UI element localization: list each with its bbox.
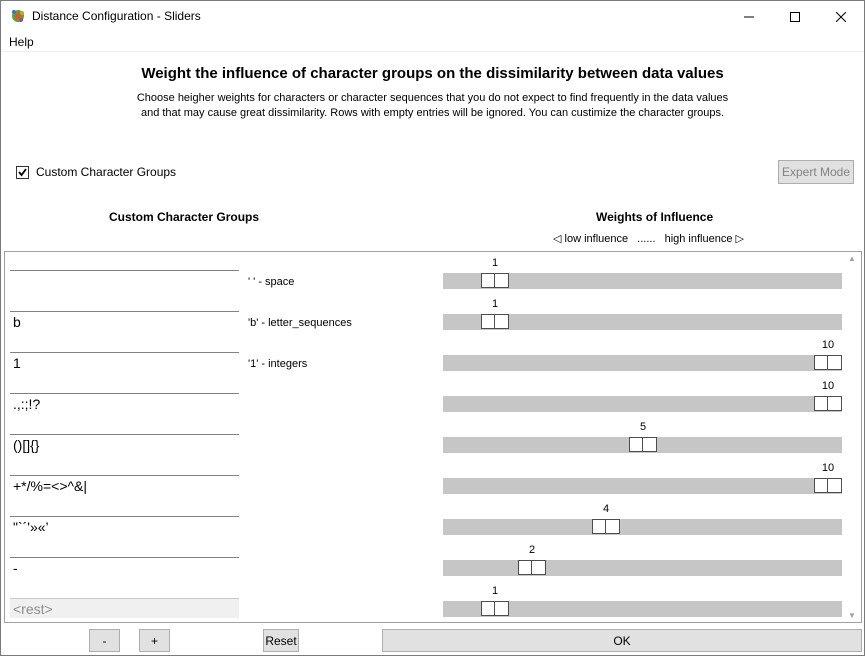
group-row: -2 bbox=[5, 544, 861, 588]
reset-button[interactable]: Reset bbox=[263, 629, 299, 652]
group-chars-input[interactable]: ()[]{} bbox=[10, 434, 239, 454]
slider-thumb[interactable] bbox=[518, 560, 546, 575]
weight-slider[interactable] bbox=[443, 478, 842, 494]
group-chars-input[interactable]: "`´'»«’ bbox=[10, 516, 239, 536]
title-bar: Distance Configuration - Sliders bbox=[1, 1, 864, 32]
custom-groups-checkbox[interactable] bbox=[16, 165, 29, 179]
group-chars-input[interactable] bbox=[10, 270, 239, 290]
slider-thumb[interactable] bbox=[481, 314, 509, 329]
weight-value: 2 bbox=[528, 544, 536, 556]
group-chars-input[interactable]: +*/%=<>^&| bbox=[10, 475, 239, 495]
scroll-down-icon[interactable]: ▼ bbox=[848, 611, 856, 620]
weight-value: 4 bbox=[602, 503, 610, 515]
groups-panel: ' ' - space 1 b 'b' - letter_sequences 1 1 '1'… bbox=[4, 251, 862, 623]
description: Choose heigher weights for characters or… bbox=[1, 91, 864, 121]
slider-thumb[interactable] bbox=[481, 601, 509, 616]
maximize-icon bbox=[790, 11, 800, 22]
weight-slider[interactable] bbox=[443, 396, 842, 412]
group-row: +*/%=<>^&| 10 bbox=[5, 462, 861, 506]
vertical-scrollbar[interactable]: ▲ ▼ bbox=[845, 252, 861, 622]
weight-slider[interactable] bbox=[443, 560, 842, 576]
high-influence-label: high influence ▷ bbox=[664, 233, 744, 245]
column-header-weights: Weights of Influence bbox=[596, 210, 714, 224]
low-influence-label: ◁ low influence bbox=[553, 233, 629, 245]
minimize-button[interactable] bbox=[726, 1, 772, 32]
page-heading: Weight the influence of character groups… bbox=[141, 65, 724, 82]
group-label: ' ' - space bbox=[248, 276, 295, 288]
ok-button[interactable]: OK bbox=[382, 629, 862, 652]
group-chars-input[interactable]: 1 bbox=[10, 352, 239, 372]
weight-slider[interactable] bbox=[443, 273, 842, 289]
scroll-up-icon[interactable]: ▲ bbox=[848, 254, 856, 263]
weight-slider[interactable] bbox=[443, 437, 842, 453]
maximize-button[interactable] bbox=[772, 1, 818, 32]
column-header-groups: Custom Character Groups bbox=[109, 210, 260, 224]
weight-value: 10 bbox=[821, 462, 835, 474]
checkmark-icon bbox=[18, 167, 27, 176]
close-button[interactable] bbox=[818, 1, 864, 32]
description-line-2: and that may cause great dissimilarity. … bbox=[140, 107, 725, 119]
group-chars-input[interactable]: .,:;!? bbox=[10, 393, 239, 413]
slider-thumb[interactable] bbox=[481, 273, 509, 288]
weight-value: 10 bbox=[821, 339, 835, 351]
custom-groups-checkbox-row[interactable]: Custom Character Groups bbox=[16, 165, 176, 179]
slider-thumb[interactable] bbox=[814, 396, 842, 411]
weight-slider[interactable] bbox=[443, 519, 842, 535]
weight-slider[interactable] bbox=[443, 601, 842, 617]
weight-slider[interactable] bbox=[443, 355, 842, 371]
slider-thumb[interactable] bbox=[592, 519, 620, 534]
group-row: ' ' - space 1 bbox=[5, 257, 861, 301]
weight-value: 5 bbox=[639, 421, 647, 433]
weight-value: 1 bbox=[491, 298, 499, 310]
group-row: <rest> 1 bbox=[5, 585, 861, 622]
group-row: ()[]{} 5 bbox=[5, 421, 861, 465]
expert-mode-button[interactable]: Expert Mode bbox=[778, 160, 854, 184]
minimize-icon bbox=[744, 16, 754, 17]
weight-value: 1 bbox=[491, 585, 499, 597]
menu-bar: Help bbox=[1, 32, 864, 52]
menu-help[interactable]: Help bbox=[9, 35, 34, 49]
description-line-1: Choose heigher weights for characters or… bbox=[136, 92, 729, 104]
group-row: b 'b' - letter_sequences 1 bbox=[5, 298, 861, 342]
group-row: "`´'»«’ 4 bbox=[5, 503, 861, 547]
group-label: '1' - integers bbox=[248, 358, 308, 370]
group-label: 'b' - letter_sequences bbox=[248, 317, 352, 329]
slider-thumb[interactable] bbox=[629, 437, 657, 452]
slider-thumb[interactable] bbox=[814, 478, 842, 493]
custom-groups-label: Custom Character Groups bbox=[36, 165, 177, 179]
remove-row-button[interactable]: - bbox=[89, 629, 120, 652]
group-row: 1 '1' - integers 10 bbox=[5, 339, 861, 383]
close-icon bbox=[836, 11, 846, 22]
weight-slider[interactable] bbox=[443, 314, 842, 330]
slider-thumb[interactable] bbox=[814, 355, 842, 370]
group-chars-input[interactable]: b bbox=[10, 311, 239, 331]
influence-dots: ...... bbox=[637, 233, 656, 245]
window-title: Distance Configuration - Sliders bbox=[32, 9, 201, 23]
group-chars-input[interactable]: - bbox=[10, 557, 239, 577]
weight-value: 10 bbox=[821, 380, 835, 392]
weight-value: 1 bbox=[491, 257, 499, 269]
group-row: .,:;!? 10 bbox=[5, 380, 861, 424]
influence-scale-legend: ◁ low influence ...... high influence ▷ bbox=[553, 232, 750, 245]
group-chars-input: <rest> bbox=[10, 598, 239, 618]
add-row-button[interactable]: + bbox=[139, 629, 170, 652]
app-icon bbox=[12, 10, 24, 22]
